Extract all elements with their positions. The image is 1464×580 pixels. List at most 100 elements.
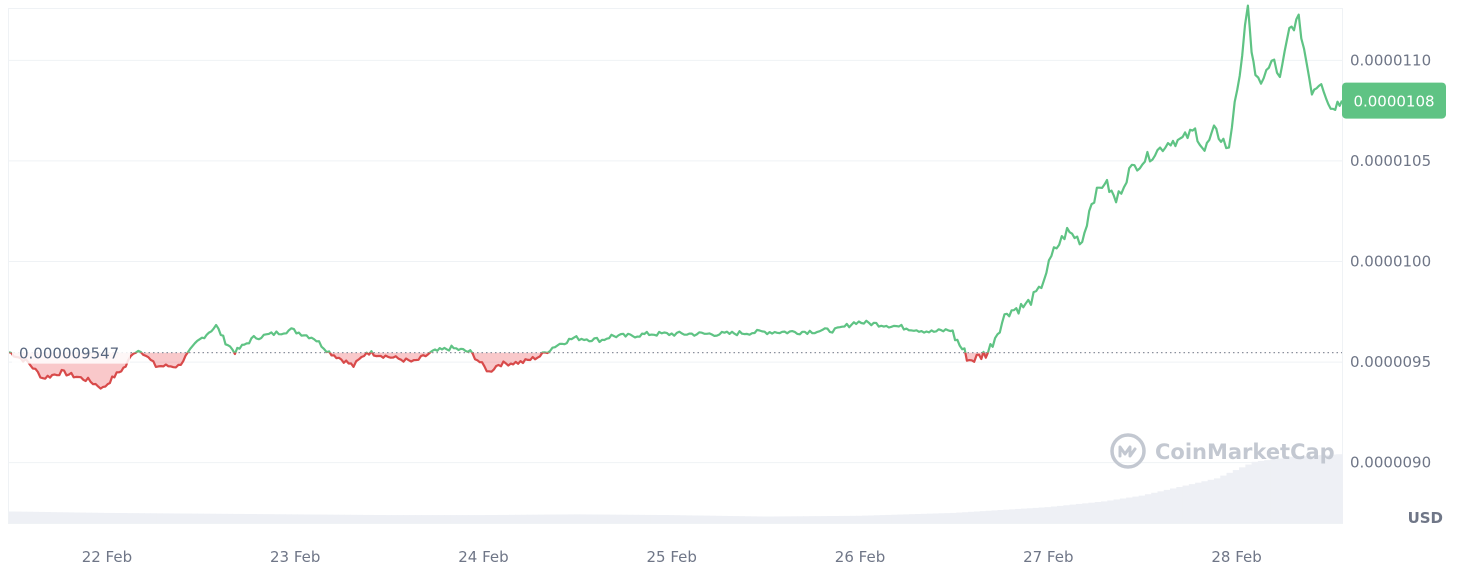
volume-bar [1289, 456, 1296, 523]
volume-bar [932, 513, 940, 523]
baseline-value: 0.000009547 [19, 345, 119, 363]
volume-bar [320, 514, 328, 523]
y-tick-label: 0.0000100 [1350, 253, 1431, 271]
price-area [9, 5, 1342, 389]
volume-bar [403, 515, 410, 523]
volume-bar [185, 513, 192, 523]
volume-bar [373, 514, 381, 523]
volume-bar [1113, 499, 1121, 523]
y-tick-label: 0.0000105 [1350, 152, 1431, 170]
volume-bar [61, 512, 69, 523]
x-tick-label: 27 Feb [1023, 548, 1073, 566]
volume-bar [1138, 495, 1146, 523]
x-tick-label: 22 Feb [82, 548, 132, 566]
volume-bar [973, 511, 981, 523]
volume-bar [191, 513, 198, 523]
volume-bar [97, 512, 104, 523]
coinmarketcap-logo-icon [1110, 433, 1146, 469]
volume-bar [667, 515, 675, 523]
volume-bar [161, 513, 169, 523]
volume-bar [409, 515, 416, 523]
volume-bar [562, 514, 569, 523]
volume-bar [1094, 502, 1102, 523]
volume-bar [391, 515, 398, 523]
volume-bar [491, 514, 498, 523]
volume-bar [467, 515, 475, 523]
volume-bar [591, 514, 598, 523]
volume-bar [26, 511, 34, 523]
volume-bar [503, 514, 510, 523]
current-price-badge: 0.0000108 [1342, 82, 1446, 119]
volume-bar [997, 510, 1004, 523]
volume-bar [1220, 475, 1228, 523]
volume-bar [809, 516, 816, 523]
volume-bar [1232, 470, 1240, 523]
volume-bar [167, 513, 175, 523]
coinmarketcap-watermark: CoinMarketCap [1110, 433, 1335, 469]
volume-bar [1336, 454, 1343, 523]
y-tick-label: 0.0000110 [1350, 51, 1431, 69]
volume-bar [267, 514, 275, 523]
volume-bar [1163, 489, 1171, 523]
volume-bar [1069, 504, 1077, 523]
volume-bar [620, 514, 628, 523]
volume-bar [1257, 460, 1265, 523]
volume-bar [750, 516, 757, 523]
volume-bar [79, 512, 87, 523]
volume-bar [385, 515, 393, 523]
volume-bar [1213, 478, 1221, 523]
volume-bar [1170, 488, 1177, 523]
volume-bar [862, 515, 869, 523]
volume-bar [985, 510, 993, 523]
volume-bar [868, 515, 875, 523]
volume-bar [532, 514, 540, 523]
volume-bar [332, 514, 340, 523]
volume-bar [1075, 503, 1083, 523]
volume-bar [1330, 454, 1337, 523]
volume-bar [815, 516, 822, 523]
volume-bar [885, 514, 893, 523]
volume-bar [1088, 502, 1096, 523]
volume-bar [603, 514, 610, 523]
volume-bar [1188, 484, 1196, 523]
volume-bar [444, 515, 451, 523]
volume-bar [244, 514, 251, 523]
volume-bar [838, 515, 846, 523]
volume-bar [1057, 505, 1064, 523]
volume-bar [909, 514, 916, 523]
volume-bar [144, 513, 151, 523]
volume-bar [379, 515, 387, 523]
volume-bar [762, 516, 769, 523]
volume-bar [1318, 455, 1326, 523]
volume-bar [1009, 509, 1016, 523]
volume-bar [20, 511, 28, 523]
volume-bar [132, 513, 140, 523]
volume-bar [526, 514, 534, 523]
price-line-up [9, 4, 1342, 353]
volume-bar [1050, 506, 1058, 523]
volume-bar [114, 513, 122, 523]
baseline-label: 0.000009547 [12, 341, 130, 364]
volume-bar [1276, 458, 1284, 523]
volume-bar [91, 512, 98, 523]
volume-bar [1038, 507, 1046, 523]
volume-bar [785, 516, 793, 523]
volume-bar [1044, 507, 1052, 523]
volume-bar [638, 514, 646, 523]
volume-bar [767, 516, 775, 523]
volume-bar [1207, 479, 1215, 523]
volume-bar [1107, 500, 1115, 523]
volume-bar [50, 512, 57, 523]
volume-bar [656, 514, 663, 523]
volume-bar [979, 511, 987, 523]
volume-bar [120, 513, 128, 523]
volume-bar [956, 512, 963, 523]
volume-bar [744, 516, 751, 523]
volume-bar [926, 513, 934, 523]
volume-bar [520, 514, 528, 523]
volume-bar [850, 515, 857, 523]
volume-bar [1144, 494, 1152, 523]
volume-bar [803, 516, 810, 523]
volume-bar [362, 514, 369, 523]
volume-bar [109, 512, 116, 523]
